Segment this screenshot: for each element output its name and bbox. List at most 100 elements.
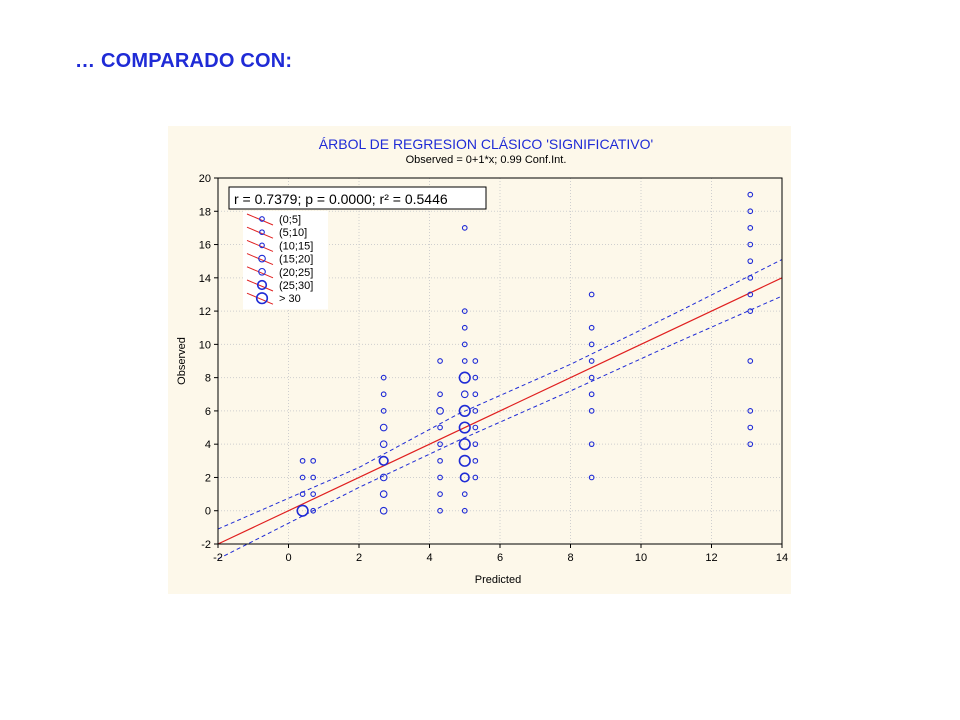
x-tick-label: 6 [497, 552, 503, 564]
data-point [747, 241, 754, 248]
y-tick-label: 14 [199, 273, 211, 285]
data-point [310, 491, 317, 497]
y-tick-label: 4 [205, 439, 211, 451]
y-tick-label: -2 [201, 539, 211, 551]
legend-marker [259, 242, 265, 249]
data-point [460, 390, 469, 399]
data-point [747, 274, 754, 281]
legend-marker [256, 279, 268, 291]
scatter-chart: ÁRBOL DE REGRESION CLÁSICO 'SIGNIFICATIV… [176, 136, 788, 586]
x-tick-label: 0 [285, 552, 291, 564]
data-point [380, 391, 387, 398]
confidence-band [217, 259, 783, 560]
y-tick-label: 18 [199, 206, 211, 218]
data-point [747, 291, 754, 298]
data-point [379, 506, 388, 515]
data-points [296, 191, 754, 517]
data-point [379, 473, 388, 482]
data-point [588, 374, 595, 381]
data-point [299, 491, 306, 497]
data-point [437, 424, 443, 431]
data-point [747, 191, 754, 198]
data-point [459, 472, 470, 483]
data-point [461, 225, 468, 231]
data-point [747, 258, 754, 265]
data-point [461, 324, 468, 331]
data-point [472, 474, 479, 481]
legend-line-marker [246, 266, 274, 279]
legend: (0;5](5;10](10;15] (15;20](20;25](25;30]>… [243, 211, 328, 310]
y-tick-label: 0 [205, 506, 211, 518]
confidence-lower-line [217, 295, 783, 560]
y-tick-label: 16 [199, 240, 211, 252]
x-tick-label: 8 [567, 552, 573, 564]
data-point [588, 474, 595, 481]
data-point [458, 454, 471, 467]
x-tick-label: 14 [776, 552, 788, 564]
data-point [437, 491, 443, 497]
data-point [310, 474, 317, 481]
y-tick-label: 2 [205, 472, 211, 484]
data-point [310, 457, 317, 464]
data-point [380, 408, 387, 414]
data-point [461, 341, 468, 348]
legend-label: (20;25] [279, 267, 313, 279]
axes: -2 0 2 4 6 8 10 12 14 -2 0 2 4 6 8 10 12 14 16 18 20 [199, 173, 788, 564]
data-point [458, 438, 471, 451]
y-axis-label: Observed [176, 337, 188, 385]
legend-label: (10;15] [279, 240, 313, 252]
data-point [588, 291, 595, 298]
chart-subtitle: Observed = 0+1*x; 0.99 Conf.Int. [406, 154, 567, 166]
data-point [378, 455, 389, 466]
x-tick-label: 10 [635, 552, 647, 564]
y-tick-label: 12 [199, 306, 211, 318]
x-tick-label: 2 [356, 552, 362, 564]
legend-line-marker [246, 279, 274, 292]
data-point [437, 391, 443, 398]
legend-box [243, 211, 328, 310]
data-point [437, 457, 443, 464]
data-point [747, 308, 754, 314]
data-point [299, 474, 306, 481]
data-point [379, 440, 388, 449]
x-tick-label: 4 [426, 552, 432, 564]
data-point [472, 457, 479, 464]
data-point [461, 507, 468, 514]
data-point [472, 408, 479, 414]
data-point [588, 391, 595, 398]
data-point [472, 391, 479, 398]
legend-label: (0;5] [279, 214, 301, 226]
chart-title: ÁRBOL DE REGRESION CLÁSICO 'SIGNIFICATIV… [319, 136, 653, 152]
data-point [437, 507, 443, 514]
legend-marker [258, 254, 266, 263]
data-point [472, 374, 479, 381]
data-point [299, 457, 306, 464]
confidence-upper-line [217, 259, 783, 530]
data-point [472, 358, 479, 364]
regression-line-group [217, 277, 783, 545]
legend-label: > 30 [279, 293, 301, 305]
data-point [588, 358, 595, 364]
legend-label: (15;20] [279, 254, 313, 266]
x-tick-label: -2 [213, 552, 223, 564]
data-point [296, 504, 309, 517]
data-point [588, 324, 595, 331]
data-point [747, 358, 754, 364]
legend-marker [258, 267, 266, 276]
y-tick-label: 20 [199, 173, 211, 185]
legend-line-marker [246, 253, 274, 266]
x-tick-label: 12 [705, 552, 717, 564]
data-point [588, 408, 595, 414]
y-tick-label: 10 [199, 339, 211, 351]
data-point [310, 507, 317, 514]
data-point [379, 490, 388, 498]
data-point [472, 424, 479, 431]
data-point [458, 371, 471, 384]
data-point [436, 407, 444, 415]
chart-panel: ÁRBOL DE REGRESION CLÁSICO 'SIGNIFICATIV… [168, 126, 791, 594]
legend-label: (5;10] [279, 227, 307, 239]
y-tick-label: 8 [205, 373, 211, 385]
data-point [437, 358, 443, 364]
x-axis-label: Predicted [475, 574, 521, 586]
regression-line [217, 277, 783, 545]
